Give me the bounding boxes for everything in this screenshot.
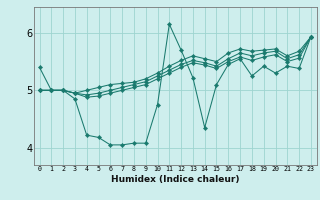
X-axis label: Humidex (Indice chaleur): Humidex (Indice chaleur) xyxy=(111,175,239,184)
